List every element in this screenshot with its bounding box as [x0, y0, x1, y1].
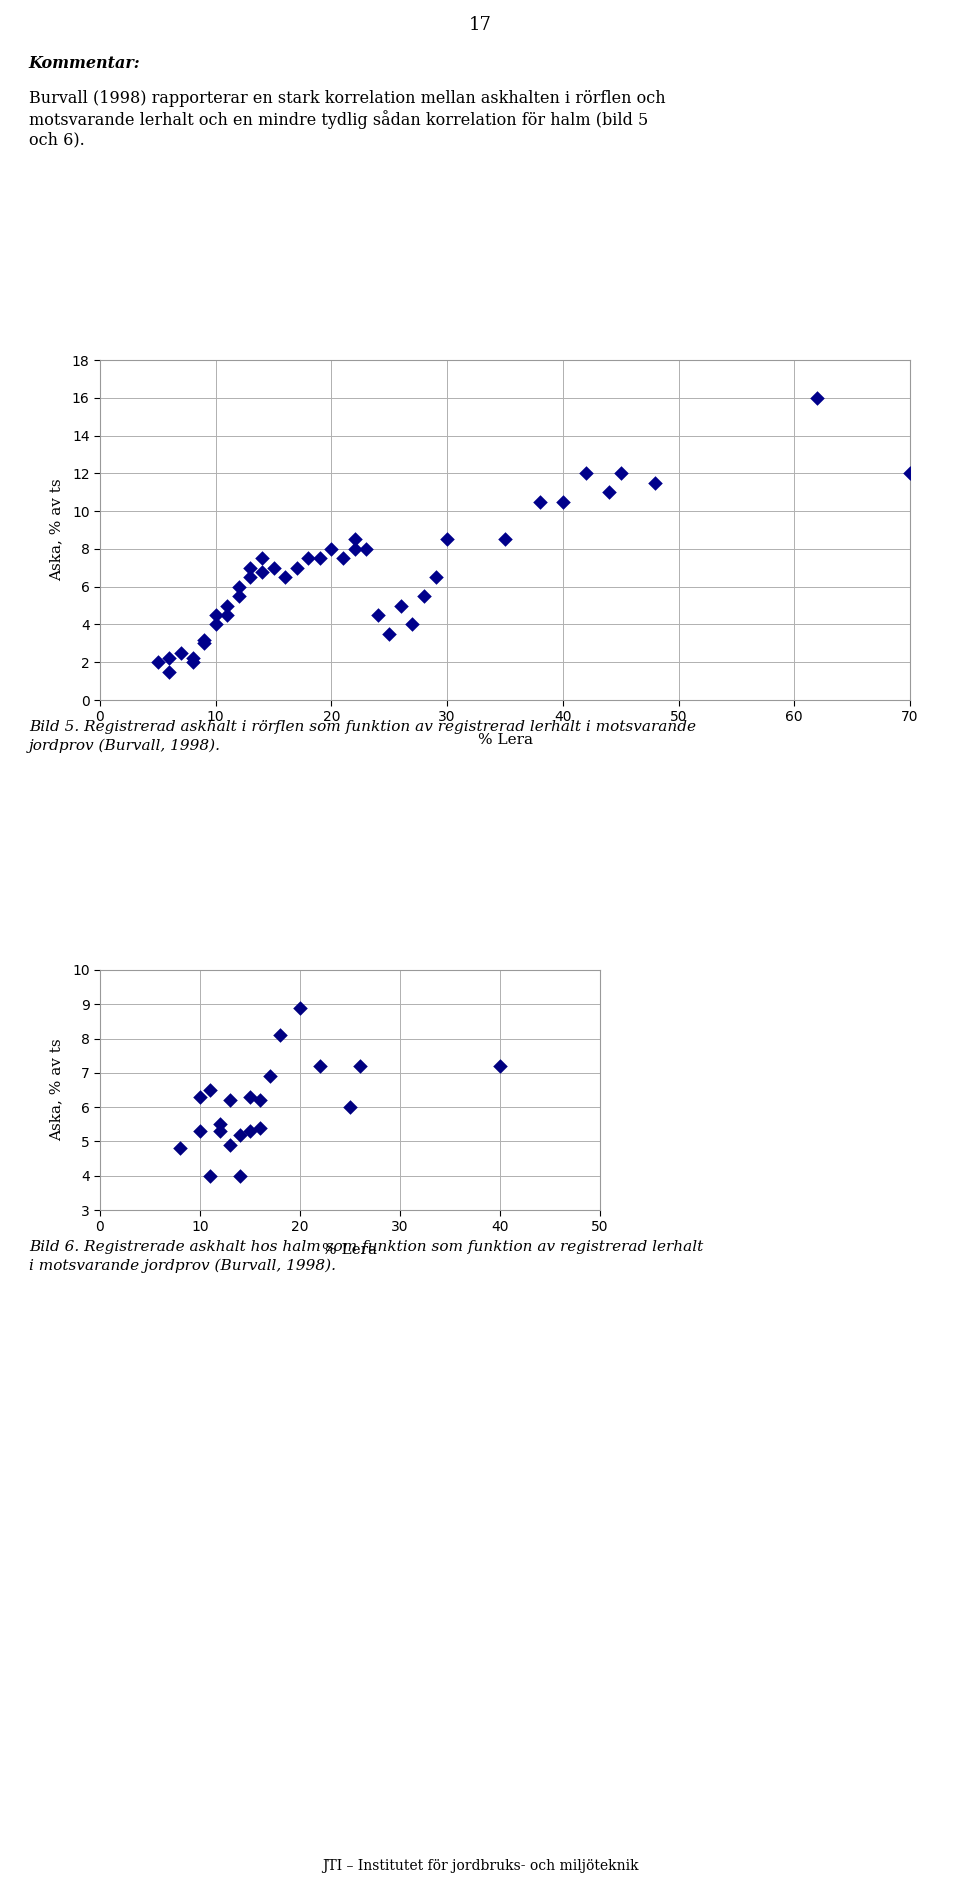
Point	[440, 525, 455, 556]
Point	[347, 533, 362, 563]
Point	[648, 468, 663, 499]
Point	[220, 590, 235, 620]
Point	[212, 1109, 228, 1139]
Point	[613, 459, 629, 489]
Point	[223, 1085, 238, 1115]
Point	[243, 552, 258, 582]
Point	[197, 628, 212, 658]
X-axis label: % Lera: % Lera	[323, 1242, 377, 1257]
Point	[173, 1134, 188, 1164]
Point	[252, 1085, 268, 1115]
Point	[203, 1160, 218, 1191]
Point	[358, 533, 373, 563]
Point	[232, 1160, 248, 1191]
Point	[492, 1050, 508, 1081]
Point	[809, 383, 825, 413]
Point	[300, 542, 316, 573]
Point	[312, 542, 327, 573]
Point	[254, 542, 270, 573]
Point	[428, 561, 444, 592]
Point	[343, 1092, 358, 1122]
Point	[254, 556, 270, 586]
Point	[292, 992, 307, 1022]
Point	[232, 1119, 248, 1149]
Point	[208, 609, 224, 639]
Point	[192, 1083, 207, 1113]
Point	[262, 1062, 277, 1092]
Point	[289, 552, 304, 582]
Point	[324, 533, 339, 563]
Point	[243, 561, 258, 592]
Point	[223, 1130, 238, 1160]
Y-axis label: Aska, % av ts: Aska, % av ts	[50, 1039, 63, 1141]
Point	[382, 618, 397, 648]
Point	[578, 459, 593, 489]
Point	[231, 580, 247, 611]
Text: JTI – Institutet för jordbruks- och miljöteknik: JTI – Institutet för jordbruks- och milj…	[322, 1858, 638, 1873]
Point	[252, 1113, 268, 1143]
Text: Kommentar:: Kommentar:	[29, 55, 140, 72]
Point	[417, 580, 432, 611]
Point	[497, 525, 513, 556]
Point	[174, 637, 189, 667]
Point	[394, 590, 409, 620]
Point	[208, 599, 224, 629]
Point	[277, 561, 293, 592]
Point	[273, 1020, 288, 1050]
Point	[347, 525, 362, 556]
Point	[161, 643, 177, 673]
Point	[197, 624, 212, 654]
Point	[185, 647, 201, 677]
Point	[532, 487, 547, 518]
Point	[220, 599, 235, 629]
Point	[555, 487, 570, 518]
Point	[231, 571, 247, 601]
Point	[150, 647, 165, 677]
Point	[266, 552, 281, 582]
Point	[242, 1117, 257, 1147]
Point	[902, 459, 918, 489]
Point	[312, 1050, 327, 1081]
Point	[405, 609, 420, 639]
Point	[602, 478, 617, 508]
X-axis label: % Lera: % Lera	[477, 732, 533, 747]
Text: 17: 17	[468, 15, 492, 34]
Text: Burvall (1998) rapporterar en stark korrelation mellan askhalten i rörflen och
m: Burvall (1998) rapporterar en stark korr…	[29, 89, 665, 148]
Point	[335, 542, 350, 573]
Point	[203, 1075, 218, 1105]
Point	[192, 1117, 207, 1147]
Point	[352, 1050, 368, 1081]
Point	[161, 656, 177, 686]
Point	[242, 1083, 257, 1113]
Y-axis label: Aska, % av ts: Aska, % av ts	[50, 478, 63, 582]
Point	[185, 643, 201, 673]
Text: Bild 6. Registrerade askhalt hos halm som funktion som funktion av registrerad l: Bild 6. Registrerade askhalt hos halm so…	[29, 1240, 703, 1272]
Text: Bild 5. Registrerad askhalt i rörflen som funktion av registrerad lerhalt i mots: Bild 5. Registrerad askhalt i rörflen so…	[29, 720, 696, 753]
Point	[212, 1117, 228, 1147]
Point	[370, 599, 385, 629]
